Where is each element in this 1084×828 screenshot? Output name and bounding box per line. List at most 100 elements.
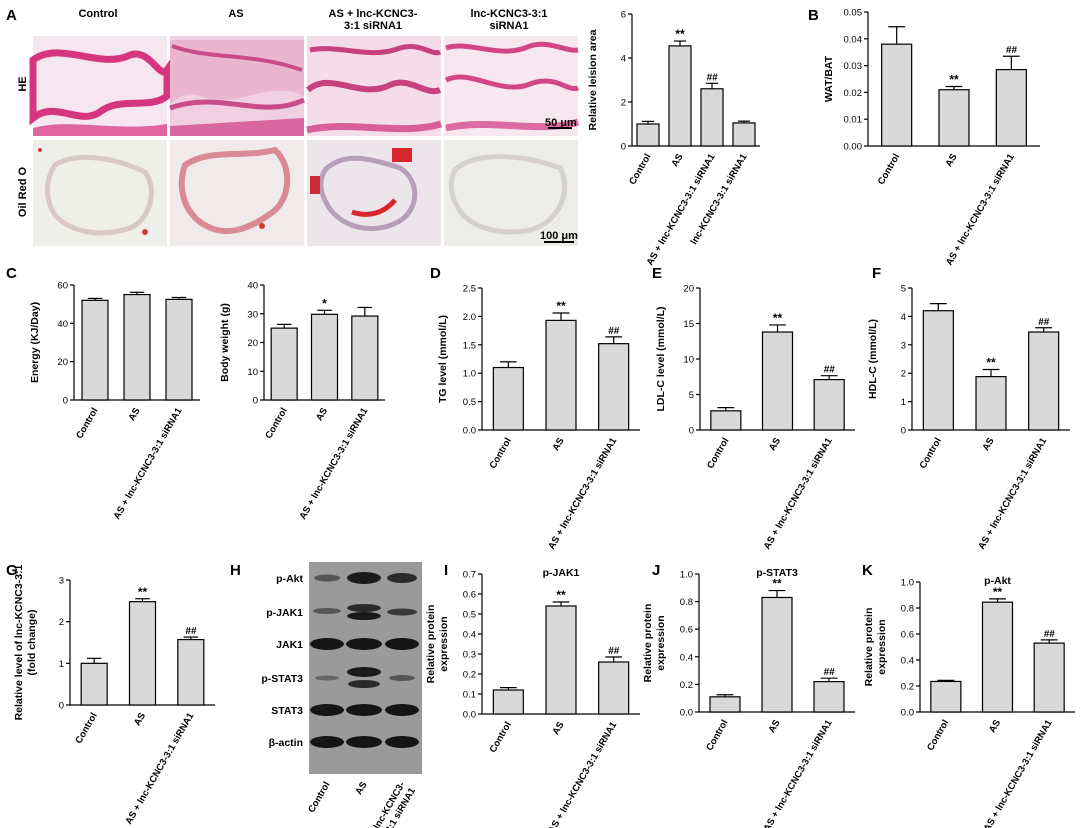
y-axis-label: TG level (mmol/L) [437,315,449,403]
significance-mark: ** [556,588,566,602]
y-tick-label: 0 [901,426,906,437]
y-tick-label: 0.03 [844,61,863,72]
category-label: Control [488,720,514,755]
y-tick-label: 5 [901,284,906,295]
bar [938,89,970,147]
blot-label-stat3: STAT3 [271,705,303,717]
y-tick-label: 10 [683,355,694,366]
bar [1028,331,1060,431]
chart-d: 0.0 0.5 1.0 1.5 2.0 2.5 TG level (mmol/L) Contr… [437,284,640,551]
y-tick-label: 4 [621,54,626,65]
y-axis-label: Body weight (g) [219,303,231,382]
y-tick-label: 0 [253,396,258,407]
y-tick-label: 1.0 [463,369,476,380]
category-label: AS + lnc-KCNC3-3:1 siRNA1 [976,435,1049,551]
scale-bar-he: 50 μm [545,117,577,129]
y-tick-label: 3 [901,340,906,351]
panel-label-a: A [6,7,17,24]
y-tick-label: 0.4 [680,652,693,663]
significance-mark: ## [824,365,836,376]
y-tick-label: 0 [689,426,694,437]
category-label: AS + lnc-KCNC3-3:1 siRNA1 [546,435,619,551]
y-tick-label: 3 [59,576,64,587]
bar [981,601,1014,713]
bar [930,680,962,713]
bar [761,596,793,713]
y-axis-label: Relative proteinexpression [863,608,888,687]
category-label: AS [767,436,783,453]
significance-mark: ## [608,326,620,337]
bar [81,299,109,401]
panel-label-i: I [444,562,448,579]
significance-mark: ## [185,626,197,637]
significance-mark: ** [138,585,148,599]
y-tick-label: 40 [247,281,258,292]
y-tick-label: 0.6 [680,625,693,636]
bar [351,315,379,401]
significance-mark: ** [986,356,996,370]
y-tick-label: 1.0 [901,578,914,589]
y-tick-label: 15 [683,319,694,330]
y-tick-label: 10 [247,367,258,378]
micrograph-grid: Control AS AS + lnc-KCNC3-3:1 siRNA1 lnc… [17,8,580,246]
he-image-sirna: 50 μm [444,36,580,136]
y-tick-label: 2.5 [463,284,476,295]
category-label: AS + lnc-KCNC3-3:1 siRNA1 [112,405,185,521]
y-tick-label: 20 [683,284,694,295]
bar [668,45,692,147]
bar [123,293,151,401]
y-tick-label: 2 [59,617,64,628]
category-label: AS + lnc-KCNC3-3:1 siRNA1 [762,435,835,551]
significance-mark: ## [1044,629,1056,640]
western-blot: p-Akt p-JAK1 JAK1 p-STAT3 STAT3 β-actin [261,562,422,828]
significance-mark: ## [823,667,835,678]
category-label: Control [876,152,902,187]
significance-mark: * [322,296,327,310]
y-axis-label: Relative level of lnc-KCNC3-3:1(fold cha… [13,564,38,720]
significance-mark: ** [993,585,1003,599]
he-image-control [29,36,171,136]
significance-mark: ** [675,27,685,41]
panel-label-b: B [808,7,819,24]
chart-i: 0.0 0.1 0.2 0.3 0.4 0.5 0.6 0.7 Relative protein… [425,567,640,828]
category-label: Control [918,436,944,471]
category-label: Control [704,718,730,753]
bar [813,378,845,431]
y-tick-label: 5 [689,390,694,401]
category-label: AS + lnc-KCNC3-3:1 siRNA1 [297,405,370,521]
bar [700,88,724,147]
y-axis-label: WAT/BAT [823,55,835,102]
category-label: AS [943,152,959,169]
y-tick-label: 0.0 [463,426,476,437]
bar [709,696,741,713]
category-label: AS [987,718,1003,735]
y-tick-label: 0.2 [901,682,914,693]
blot-label-p-stat3: p-STAT3 [261,673,303,685]
bar [813,681,845,713]
y-tick-label: 6 [621,10,626,21]
bar [636,123,660,147]
category-label: Control [705,436,731,471]
significance-mark: ## [1006,45,1018,56]
blot-row-labels: p-Akt p-JAK1 JAK1 p-STAT3 STAT3 β-actin [261,573,303,749]
y-tick-label: 0.4 [901,656,914,667]
y-axis-label: HDL-C (mmol/L) [867,319,879,399]
y-axis-label: Relative leision area [587,29,599,130]
chart-title: p-STAT3 [756,567,798,579]
bar [310,313,339,401]
category-label: AS [550,436,566,453]
blot-col-as: AS [353,780,369,797]
significance-mark: ** [556,299,566,313]
panel-label-j: J [652,562,660,579]
significance-mark: ** [772,577,782,591]
significance-mark: ## [1038,317,1050,328]
panel-label-c: C [6,265,17,282]
y-tick-label: 0.6 [463,590,476,601]
y-tick-label: 0.00 [844,142,863,153]
y-tick-label: 0.5 [463,397,476,408]
panel-label-k: K [862,562,873,579]
y-tick-label: 1.0 [680,570,693,581]
y-tick-label: 0.6 [901,630,914,641]
category-label: Control [74,406,100,441]
